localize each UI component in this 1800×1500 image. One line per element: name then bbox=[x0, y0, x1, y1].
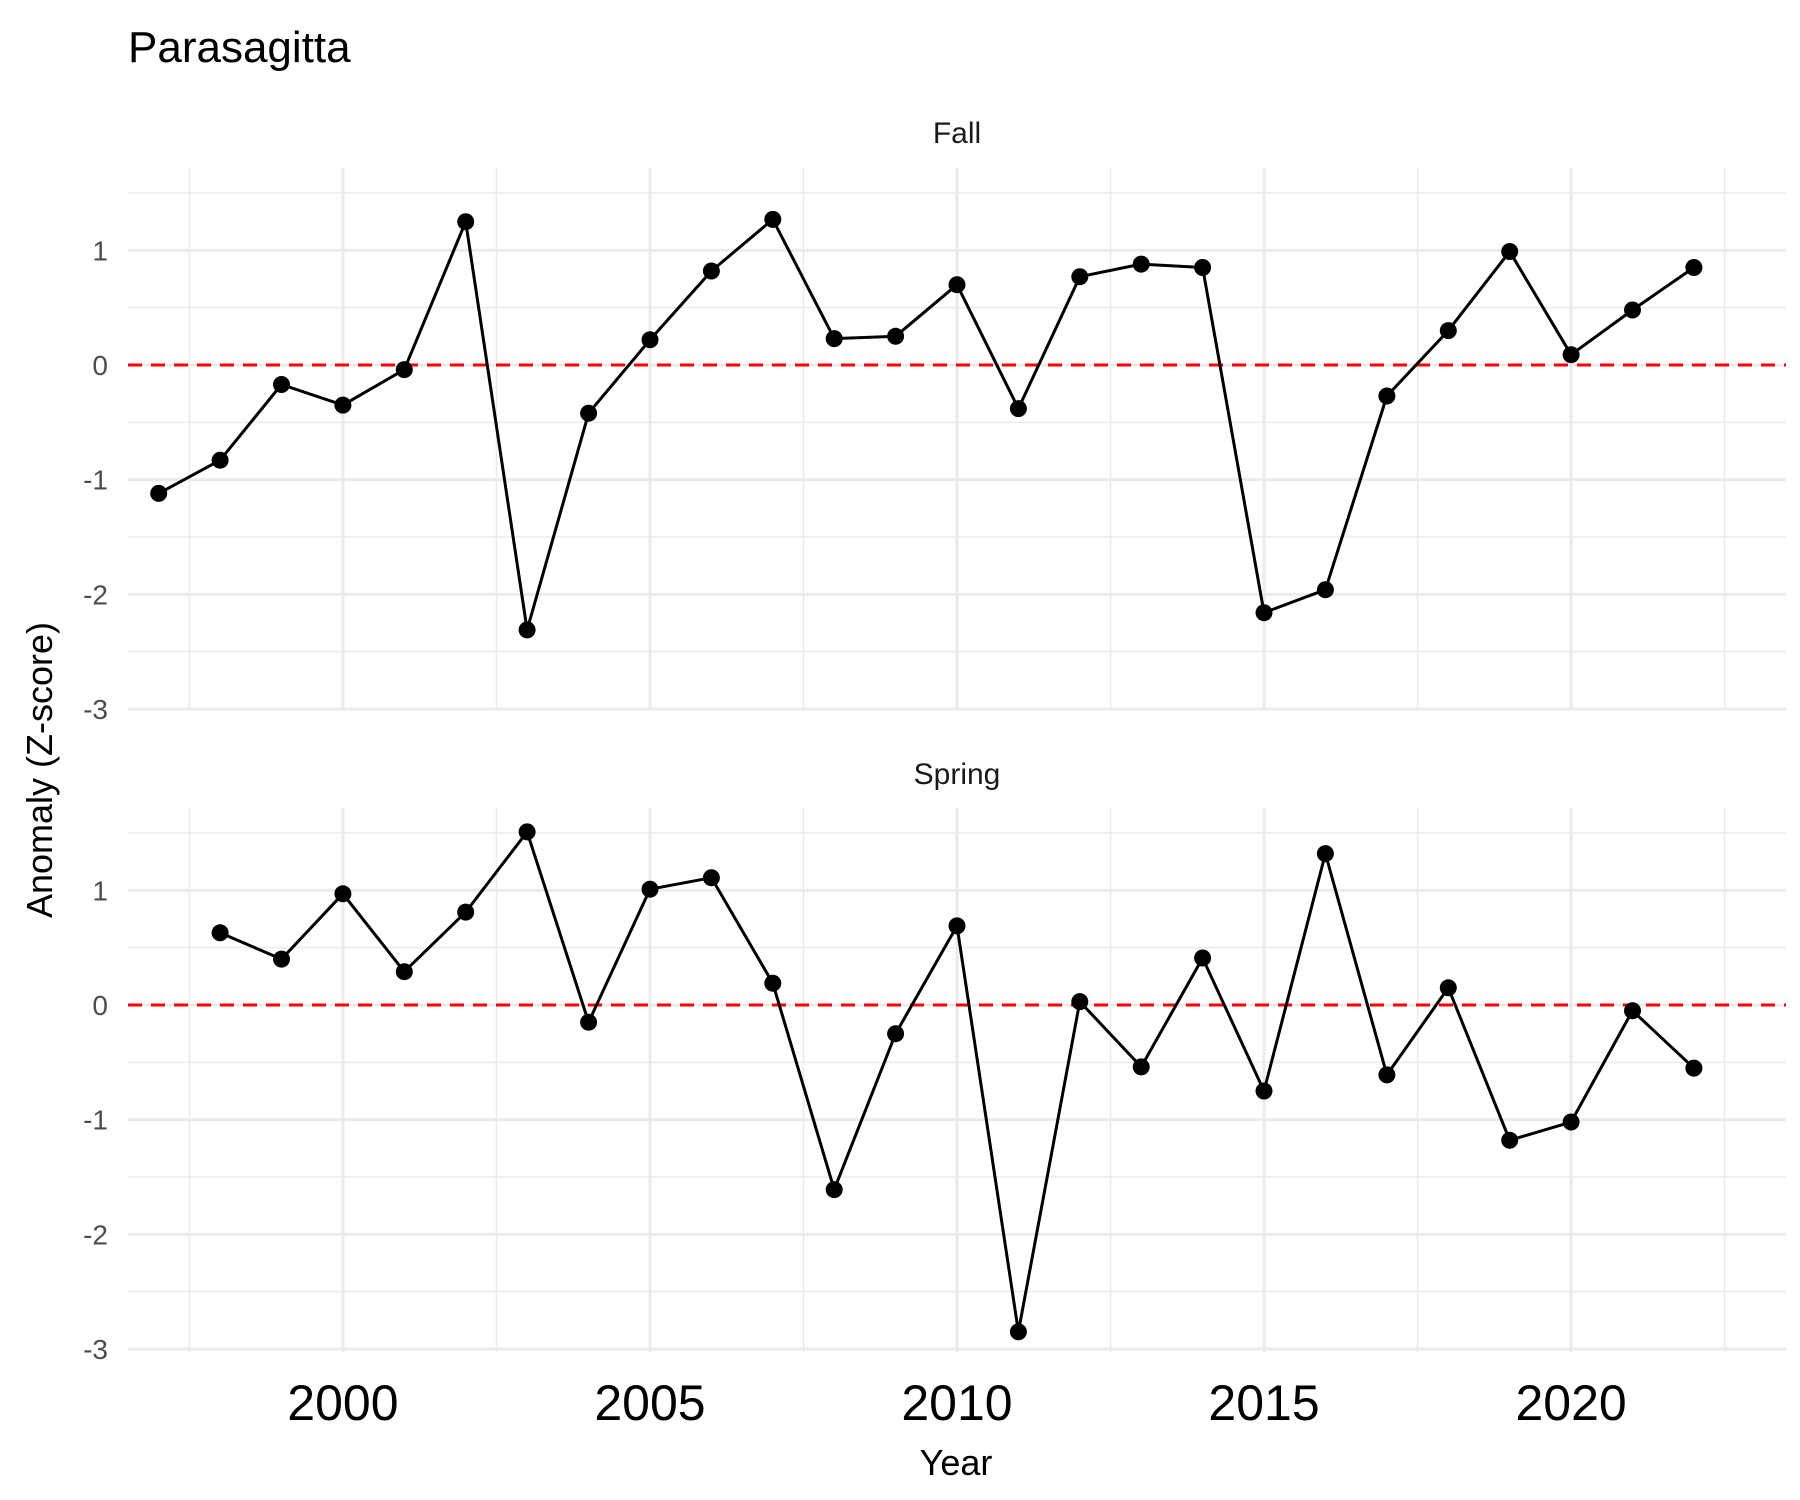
data-point bbox=[1009, 1323, 1027, 1341]
data-point bbox=[764, 974, 782, 992]
data-point bbox=[211, 451, 229, 469]
data-point bbox=[1685, 259, 1703, 276]
data-point bbox=[887, 1025, 905, 1043]
x-tick-label: 2005 bbox=[594, 1375, 705, 1431]
data-point bbox=[641, 331, 659, 349]
data-point bbox=[1562, 346, 1580, 364]
plot-layer: 1 0 -1 -2 -3 Fall 1 0 -1 -2 -3 Spring 2000 2005 2010 20… bbox=[83, 117, 1786, 1431]
data-point bbox=[825, 1181, 843, 1199]
y-tick-label: 0 bbox=[92, 350, 108, 381]
panel-fall: 1 0 -1 -2 -3 Fall bbox=[83, 117, 1786, 725]
data-point bbox=[1071, 993, 1089, 1011]
y-tick-label: -1 bbox=[83, 1105, 108, 1136]
data-point bbox=[457, 213, 475, 231]
x-tick-label: 2015 bbox=[1208, 1375, 1319, 1431]
data-point bbox=[334, 885, 352, 903]
data-point bbox=[395, 963, 413, 981]
data-point bbox=[1501, 243, 1519, 260]
y-axis-title: Anomaly (Z-score) bbox=[19, 622, 60, 918]
chart-title: Parasagitta bbox=[128, 23, 351, 72]
y-tick-label: 0 bbox=[92, 990, 108, 1021]
data-point bbox=[1194, 259, 1212, 276]
x-tick-label: 2000 bbox=[287, 1375, 398, 1431]
data-point bbox=[641, 880, 659, 898]
data-point bbox=[518, 823, 536, 841]
data-point bbox=[518, 621, 536, 639]
data-point bbox=[1071, 268, 1089, 286]
data-point bbox=[887, 327, 905, 345]
data-point bbox=[948, 276, 966, 294]
data-point bbox=[948, 917, 966, 935]
data-point bbox=[1685, 1059, 1703, 1077]
data-point bbox=[580, 404, 598, 422]
data-point bbox=[1439, 979, 1457, 997]
data-point bbox=[273, 950, 290, 968]
data-point bbox=[1255, 604, 1273, 622]
data-point bbox=[1378, 387, 1396, 405]
y-tick-label: -2 bbox=[83, 1219, 108, 1250]
facet-label: Spring bbox=[914, 758, 1001, 791]
data-point bbox=[1316, 581, 1334, 599]
data-point bbox=[457, 903, 475, 921]
data-point bbox=[1194, 949, 1212, 967]
y-tick-label: 1 bbox=[92, 875, 108, 906]
y-tick-label: -1 bbox=[83, 465, 108, 496]
data-point bbox=[395, 361, 413, 379]
y-tick-label: -2 bbox=[83, 579, 108, 610]
data-point bbox=[1501, 1131, 1519, 1149]
x-tick-label: 2020 bbox=[1515, 1375, 1626, 1431]
data-point bbox=[1562, 1113, 1580, 1131]
data-point bbox=[1132, 255, 1150, 273]
data-point bbox=[702, 869, 720, 887]
data-point bbox=[150, 484, 168, 502]
data-point bbox=[1624, 1002, 1641, 1020]
data-point bbox=[1624, 301, 1641, 319]
y-tick-label: -3 bbox=[83, 694, 108, 725]
data-point bbox=[1316, 845, 1334, 863]
y-tick-label: 1 bbox=[92, 235, 108, 266]
facet-label: Fall bbox=[933, 117, 981, 150]
data-point bbox=[334, 396, 352, 414]
data-point bbox=[211, 924, 229, 942]
x-tick-label: 2010 bbox=[901, 1375, 1012, 1431]
data-point bbox=[764, 210, 782, 228]
data-point bbox=[580, 1013, 598, 1031]
y-tick-label: -3 bbox=[83, 1334, 108, 1365]
data-point bbox=[1009, 400, 1027, 418]
data-point bbox=[825, 330, 843, 348]
panel-spring: 1 0 -1 -2 -3 Spring bbox=[83, 758, 1786, 1365]
data-point bbox=[1132, 1058, 1150, 1076]
data-point bbox=[1255, 1082, 1273, 1100]
series-line bbox=[157, 217, 1695, 632]
x-axis-title: Year bbox=[920, 1442, 993, 1483]
data-point bbox=[1439, 322, 1457, 340]
data-point bbox=[1378, 1066, 1396, 1084]
data-point bbox=[273, 376, 290, 393]
data-point bbox=[702, 262, 720, 280]
